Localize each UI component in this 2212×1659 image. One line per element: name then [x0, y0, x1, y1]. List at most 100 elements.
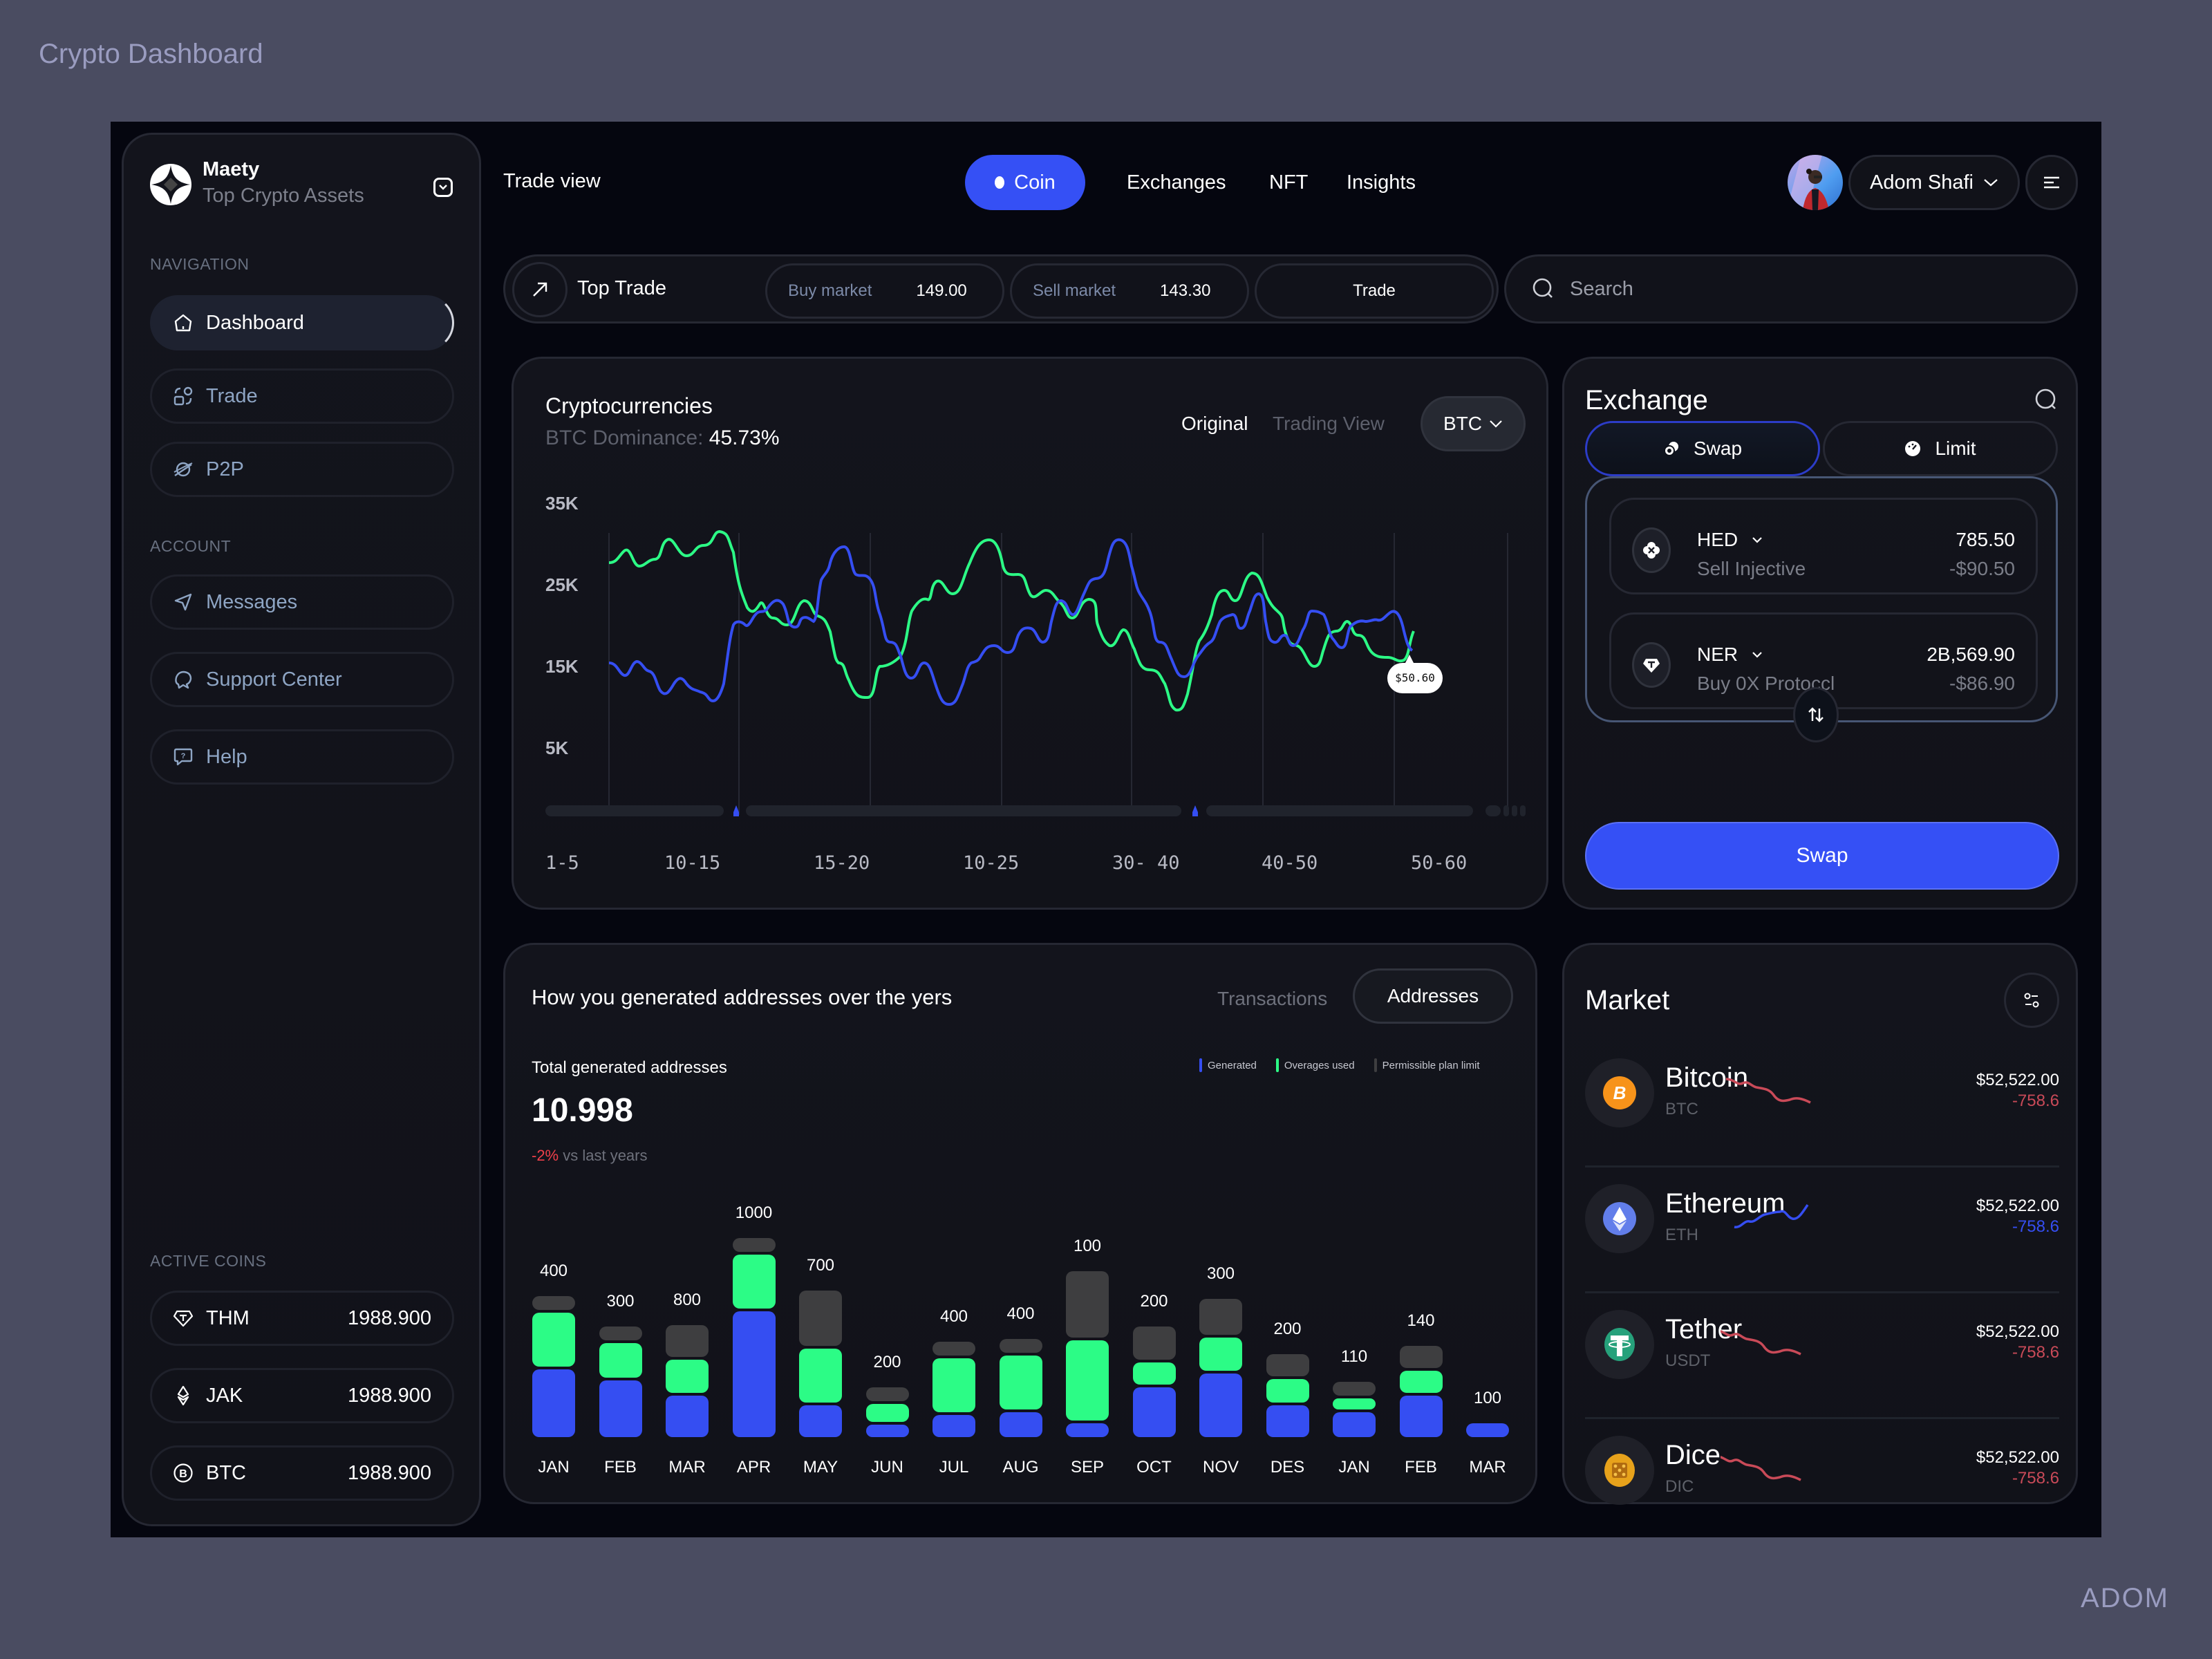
x-tick: OCT	[1136, 1458, 1172, 1477]
range-slider[interactable]	[545, 805, 1526, 816]
price-tooltip-label: $50.60	[1395, 671, 1435, 684]
line-chart-plot	[545, 529, 1526, 816]
swap-direction-button[interactable]	[1793, 687, 1839, 742]
svg-text:?: ?	[181, 752, 186, 760]
bar-column[interactable]: 200	[865, 1353, 910, 1437]
top-trade-button[interactable]	[512, 262, 568, 317]
to-coin-select[interactable]: NER	[1697, 644, 1763, 666]
search-bar	[1504, 254, 2078, 324]
bar-column[interactable]: 100	[1465, 1389, 1510, 1437]
tab-insights[interactable]: Insights	[1347, 171, 1416, 194]
user-menu-button[interactable]: Adom Shafi	[1848, 155, 2020, 210]
chevron-down-icon	[1984, 179, 1998, 187]
to-amount[interactable]: 2B,569.90	[1927, 644, 2015, 665]
chat-bubbles-icon	[175, 671, 192, 689]
bar-segment-permissible-plan-limit	[599, 1327, 642, 1340]
coin-symbol: JAK	[206, 1384, 243, 1407]
sell-market-pill[interactable]: Sell market 143.30	[1010, 263, 1249, 319]
trade-button[interactable]: Trade	[1255, 263, 1494, 319]
market-row-ethereum[interactable]: Ethereum ETH $52,522.00 -758.6	[1585, 1168, 2059, 1293]
sidebar-item-dashboard[interactable]: Dashboard	[150, 295, 454, 350]
bar-column[interactable]: 140	[1399, 1311, 1443, 1437]
tab-transactions[interactable]: Transactions	[1217, 988, 1328, 1009]
user-portrait-icon	[1788, 155, 1829, 210]
bar-segment-overages-used	[532, 1313, 575, 1367]
x-tick: JUN	[871, 1458, 903, 1477]
brand-logo-icon	[150, 164, 191, 205]
hamburger-menu-button[interactable]	[2025, 155, 2078, 210]
blue-series-line	[608, 538, 1414, 706]
tab-swap[interactable]: Swap	[1585, 421, 1820, 476]
x-tick: MAY	[803, 1458, 838, 1477]
active-coin-btc[interactable]: B BTC 1988.900	[150, 1445, 454, 1501]
sell-market-label: Sell market	[1033, 281, 1116, 300]
sidebar-item-support-center[interactable]: Support Center	[150, 652, 454, 707]
sidebar: Maety Top Crypto Assets NAVIGATION Dashb…	[122, 133, 481, 1526]
swap-to-row[interactable]: NER Buy 0X Protoccl 2B,569.90 -$86.90	[1609, 612, 2038, 709]
bar-segment-overages-used	[732, 1255, 776, 1309]
bar-column[interactable]: 1000	[732, 1203, 776, 1437]
sidebar-item-help[interactable]: ? Help	[150, 729, 454, 785]
user-name: Adom Shafi	[1870, 171, 1974, 194]
tab-limit[interactable]: Limit	[1823, 421, 2058, 476]
market-row-dice[interactable]: Dice DIC $52,522.00 -758.6	[1585, 1419, 2059, 1505]
market-filter-button[interactable]	[2004, 973, 2059, 1028]
bar-column[interactable]: 200	[1266, 1320, 1310, 1437]
bar-value-label: 100	[1473, 1389, 1502, 1407]
bar-segment-permissible-plan-limit	[1266, 1354, 1309, 1376]
bar-column[interactable]: 200	[1132, 1292, 1177, 1437]
bar-column[interactable]: 110	[1332, 1347, 1376, 1437]
bar-column[interactable]: 300	[1199, 1264, 1243, 1437]
market-row-tether[interactable]: Tether USDT $52,522.00 -758.6	[1585, 1293, 2059, 1419]
bar-segment-generated	[1132, 1387, 1176, 1437]
bar-column[interactable]: 300	[599, 1292, 643, 1437]
tab-addresses[interactable]: Addresses	[1353, 968, 1513, 1024]
x-tick: 15-20	[814, 852, 870, 874]
bar-segment-permissible-plan-limit	[1132, 1327, 1176, 1360]
x-tick: SEP	[1070, 1458, 1105, 1477]
bar-column[interactable]: 400	[999, 1304, 1043, 1437]
buy-market-pill[interactable]: Buy market 149.00	[765, 263, 1004, 319]
search-icon[interactable]	[2034, 388, 2059, 413]
active-coin-jak[interactable]: JAK 1988.900	[150, 1368, 454, 1423]
view-original-toggle[interactable]: Original	[1181, 413, 1248, 434]
from-amount[interactable]: 785.50	[1956, 529, 2015, 550]
active-coin-thm[interactable]: THM 1988.900	[150, 1291, 454, 1346]
bitcoin-logo-icon: B	[1585, 1058, 1654, 1127]
swap-button[interactable]: Swap	[1585, 822, 2059, 890]
swap-from-row[interactable]: HED Sell Injective 785.50 -$90.50	[1609, 498, 2038, 594]
swap-form: HED Sell Injective 785.50 -$90.50 NER Bu…	[1585, 476, 2058, 742]
coin-value: 1988.900	[348, 1384, 431, 1407]
bar-column[interactable]: 400	[932, 1307, 976, 1437]
bar-segment-generated	[1066, 1423, 1109, 1437]
search-input[interactable]	[1570, 277, 1985, 301]
tab-coin[interactable]: Coin	[965, 155, 1085, 210]
page-title: Crypto Dashboard	[39, 39, 263, 69]
bar-segment-overages-used	[666, 1360, 709, 1393]
avatar[interactable]	[1788, 155, 1843, 210]
legend-generated: Generated	[1199, 1058, 1257, 1072]
brand-dropdown-button[interactable]	[433, 178, 453, 197]
sidebar-item-messages[interactable]: Messages	[150, 574, 454, 630]
tab-nft[interactable]: NFT	[1269, 171, 1309, 194]
view-trading-toggle[interactable]: Trading View	[1273, 413, 1385, 434]
bar-segment-generated	[666, 1396, 709, 1437]
bar-column[interactable]: 400	[532, 1262, 576, 1437]
market-row-bitcoin[interactable]: B Bitcoin BTC $52,522.00 -758.6	[1585, 1042, 2059, 1168]
bar-column[interactable]: 100	[1065, 1237, 1109, 1437]
sidebar-item-trade[interactable]: Trade	[150, 368, 454, 424]
bar-column[interactable]: 800	[665, 1291, 709, 1437]
menu-icon	[2044, 176, 2059, 189]
from-coin-select[interactable]: HED	[1697, 529, 1763, 551]
bar-column[interactable]: 700	[798, 1256, 843, 1437]
sidebar-item-p2p[interactable]: P2P	[150, 442, 454, 497]
coin-name: Dice	[1665, 1440, 1721, 1470]
tab-exchanges[interactable]: Exchanges	[1127, 171, 1226, 194]
x-tick: 10-15	[664, 852, 721, 874]
sidebar-item-label: Messages	[206, 590, 298, 613]
top-trade-bar: Top Trade Buy market 149.00 Sell market …	[503, 254, 1499, 324]
to-usd: -$86.90	[1949, 673, 2015, 694]
change-suffix: vs last years	[559, 1147, 648, 1164]
account-section-label: ACCOUNT	[150, 537, 232, 555]
coin-select-dropdown[interactable]: BTC	[1421, 396, 1526, 451]
